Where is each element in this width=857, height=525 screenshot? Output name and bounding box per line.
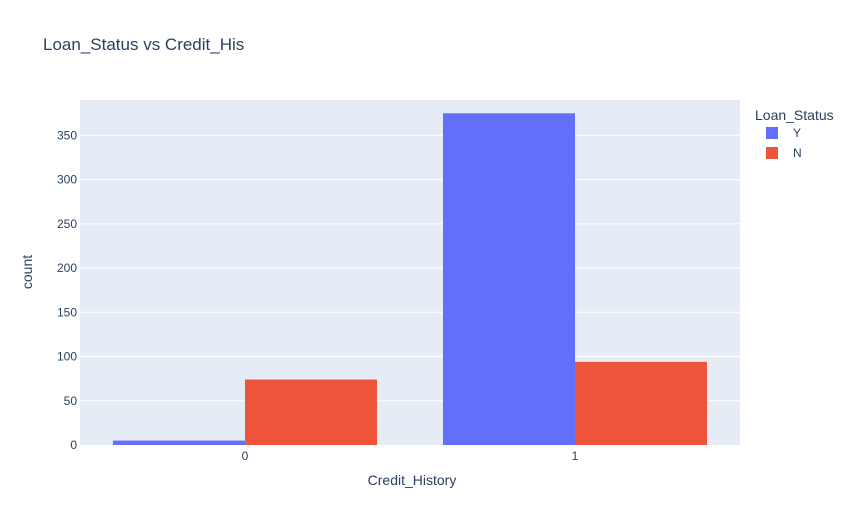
bar-n-0[interactable] [245, 379, 377, 445]
legend-title: Loan_Status [755, 107, 834, 123]
bar-n-1[interactable] [575, 361, 707, 445]
chart-title: Loan_Status vs Credit_His [43, 35, 244, 54]
bars [113, 113, 707, 446]
legend-swatch-n[interactable] [766, 147, 778, 159]
x-tick-label: 0 [242, 449, 249, 463]
gridlines [80, 134, 740, 402]
y-tick-label: 100 [57, 350, 77, 364]
bar-y-1[interactable] [443, 113, 575, 446]
y-axis-ticks: 0 50 100 150 200 250 300 350 [57, 128, 77, 452]
legend-swatch-y[interactable] [766, 127, 778, 139]
y-tick-label: 50 [64, 394, 78, 408]
y-tick-label: 0 [70, 438, 77, 452]
y-axis-title: count [19, 255, 35, 289]
bar-y-0[interactable] [113, 440, 245, 445]
y-tick-label: 350 [57, 128, 77, 142]
y-tick-label: 200 [57, 261, 77, 275]
x-tick-label: 1 [572, 449, 579, 463]
legend[interactable]: Loan_Status YN [755, 107, 834, 160]
x-axis-title: Credit_History [368, 472, 457, 488]
legend-label-n[interactable]: N [793, 146, 802, 160]
legend-label-y[interactable]: Y [793, 126, 801, 140]
y-tick-label: 300 [57, 173, 77, 187]
y-tick-label: 150 [57, 305, 77, 319]
y-tick-label: 250 [57, 217, 77, 231]
